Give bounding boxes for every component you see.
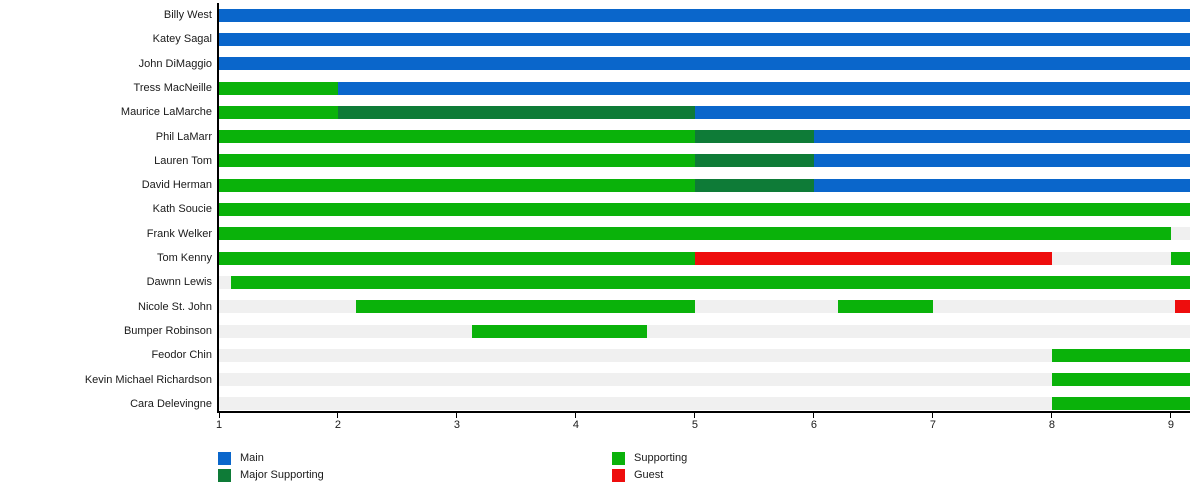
y-axis-label: Bumper Robinson — [123, 324, 212, 337]
bar-segment-major_supporting — [694, 178, 814, 192]
bar-segment-main — [219, 57, 1190, 71]
x-tick-mark — [218, 413, 220, 418]
bar-track — [219, 178, 1190, 192]
y-axis-label: Nicole St. John — [138, 300, 212, 313]
bar-segment-main — [813, 154, 1190, 168]
y-axis-label: Tom Kenny — [156, 252, 212, 264]
bar-track — [219, 275, 1190, 289]
bar-segment-guest — [1174, 300, 1190, 314]
bar-track — [219, 300, 1190, 314]
legend-swatch-guest — [612, 469, 625, 482]
x-tick-mark — [694, 413, 696, 418]
y-axis-label: Katey Sagal — [152, 33, 212, 46]
bar-segment-main — [219, 32, 1190, 46]
bar-track — [219, 203, 1190, 217]
bar-segment-main — [694, 105, 1190, 119]
bar-segment-supporting — [472, 324, 648, 338]
x-tick-label: 9 — [1167, 419, 1175, 431]
legend-swatch-supporting — [612, 452, 625, 465]
bar-track — [219, 324, 1190, 338]
legend-swatch-major_supporting — [218, 469, 231, 482]
legend-swatch-main — [218, 452, 231, 465]
bar-track — [219, 81, 1190, 95]
bar-segment-supporting — [219, 227, 1171, 241]
y-axis-label: Maurice LaMarche — [120, 106, 212, 119]
y-axis-label: Kevin Michael Richardson — [84, 373, 212, 386]
bar-track — [219, 397, 1190, 411]
bar-segment-supporting — [1170, 251, 1190, 265]
bar-segment-supporting — [1051, 348, 1190, 362]
bar-segment-main — [337, 81, 1190, 95]
y-axis-label: Feodor Chin — [151, 349, 212, 362]
x-tick-mark — [1051, 413, 1053, 418]
bar-segment-major_supporting — [694, 130, 814, 144]
bar-segment-supporting — [219, 178, 695, 192]
bar-track — [219, 154, 1190, 168]
x-tick-label: 5 — [691, 419, 699, 431]
y-axis-line — [217, 3, 219, 413]
bar-segment-main — [813, 130, 1190, 144]
bar-track — [219, 251, 1190, 265]
bar-segment-major_supporting — [694, 154, 814, 168]
bar-track — [219, 8, 1190, 22]
bar-segment-main — [219, 8, 1190, 22]
x-tick-label: 3 — [453, 419, 461, 431]
bar-track — [219, 130, 1190, 144]
y-axis-label: Lauren Tom — [154, 154, 212, 167]
bar-track — [219, 57, 1190, 71]
bar-segment-supporting — [219, 251, 695, 265]
legend-label-main: Main — [240, 452, 264, 464]
x-axis-line — [217, 411, 1190, 413]
bar-track — [219, 227, 1190, 241]
bar-segment-main — [813, 178, 1190, 192]
x-tick-label: 1 — [215, 419, 223, 431]
y-axis-label: Billy West — [163, 9, 212, 21]
y-axis-label: Cara Delevingne — [130, 397, 212, 410]
bar-segment-supporting — [1051, 373, 1190, 387]
y-axis-label: John DiMaggio — [138, 57, 212, 70]
y-axis-label: Frank Welker — [146, 227, 212, 240]
bar-track — [219, 105, 1190, 119]
bar-segment-supporting — [219, 154, 695, 168]
x-tick-label: 2 — [334, 419, 342, 431]
bar-track — [219, 32, 1190, 46]
y-axis-label: Kath Soucie — [152, 203, 212, 216]
bar-track — [219, 373, 1190, 387]
x-tick-mark — [932, 413, 934, 418]
legend-label-supporting: Supporting — [634, 452, 688, 464]
bar-segment-supporting — [219, 105, 338, 119]
bar-segment-major_supporting — [337, 105, 695, 119]
y-axis-label: Dawnn Lewis — [146, 276, 212, 289]
bar-segment-supporting — [219, 81, 338, 95]
y-axis-label: Tress MacNeille — [133, 81, 212, 94]
x-tick-mark — [337, 413, 339, 418]
legend-label-guest: Guest — [634, 469, 664, 481]
x-tick-mark — [1170, 413, 1172, 418]
x-tick-label: 4 — [572, 419, 580, 431]
bar-segment-supporting — [219, 203, 1190, 217]
x-tick-mark — [575, 413, 577, 418]
x-tick-label: 7 — [929, 419, 937, 431]
x-tick-mark — [456, 413, 458, 418]
legend-label-major_supporting: Major Supporting — [240, 469, 324, 481]
y-axis-label: David Herman — [141, 179, 212, 192]
x-tick-mark — [813, 413, 815, 418]
x-tick-label: 6 — [810, 419, 818, 431]
bar-segment-guest — [694, 251, 1052, 265]
x-tick-label: 8 — [1048, 419, 1056, 431]
bar-segment-supporting — [355, 300, 695, 314]
bar-segment-supporting — [1051, 397, 1190, 411]
bar-segment-supporting — [219, 130, 695, 144]
y-axis-label: Phil LaMarr — [155, 130, 212, 143]
bar-track — [219, 348, 1190, 362]
bar-segment-supporting — [230, 275, 1190, 289]
bar-segment-supporting — [837, 300, 933, 314]
